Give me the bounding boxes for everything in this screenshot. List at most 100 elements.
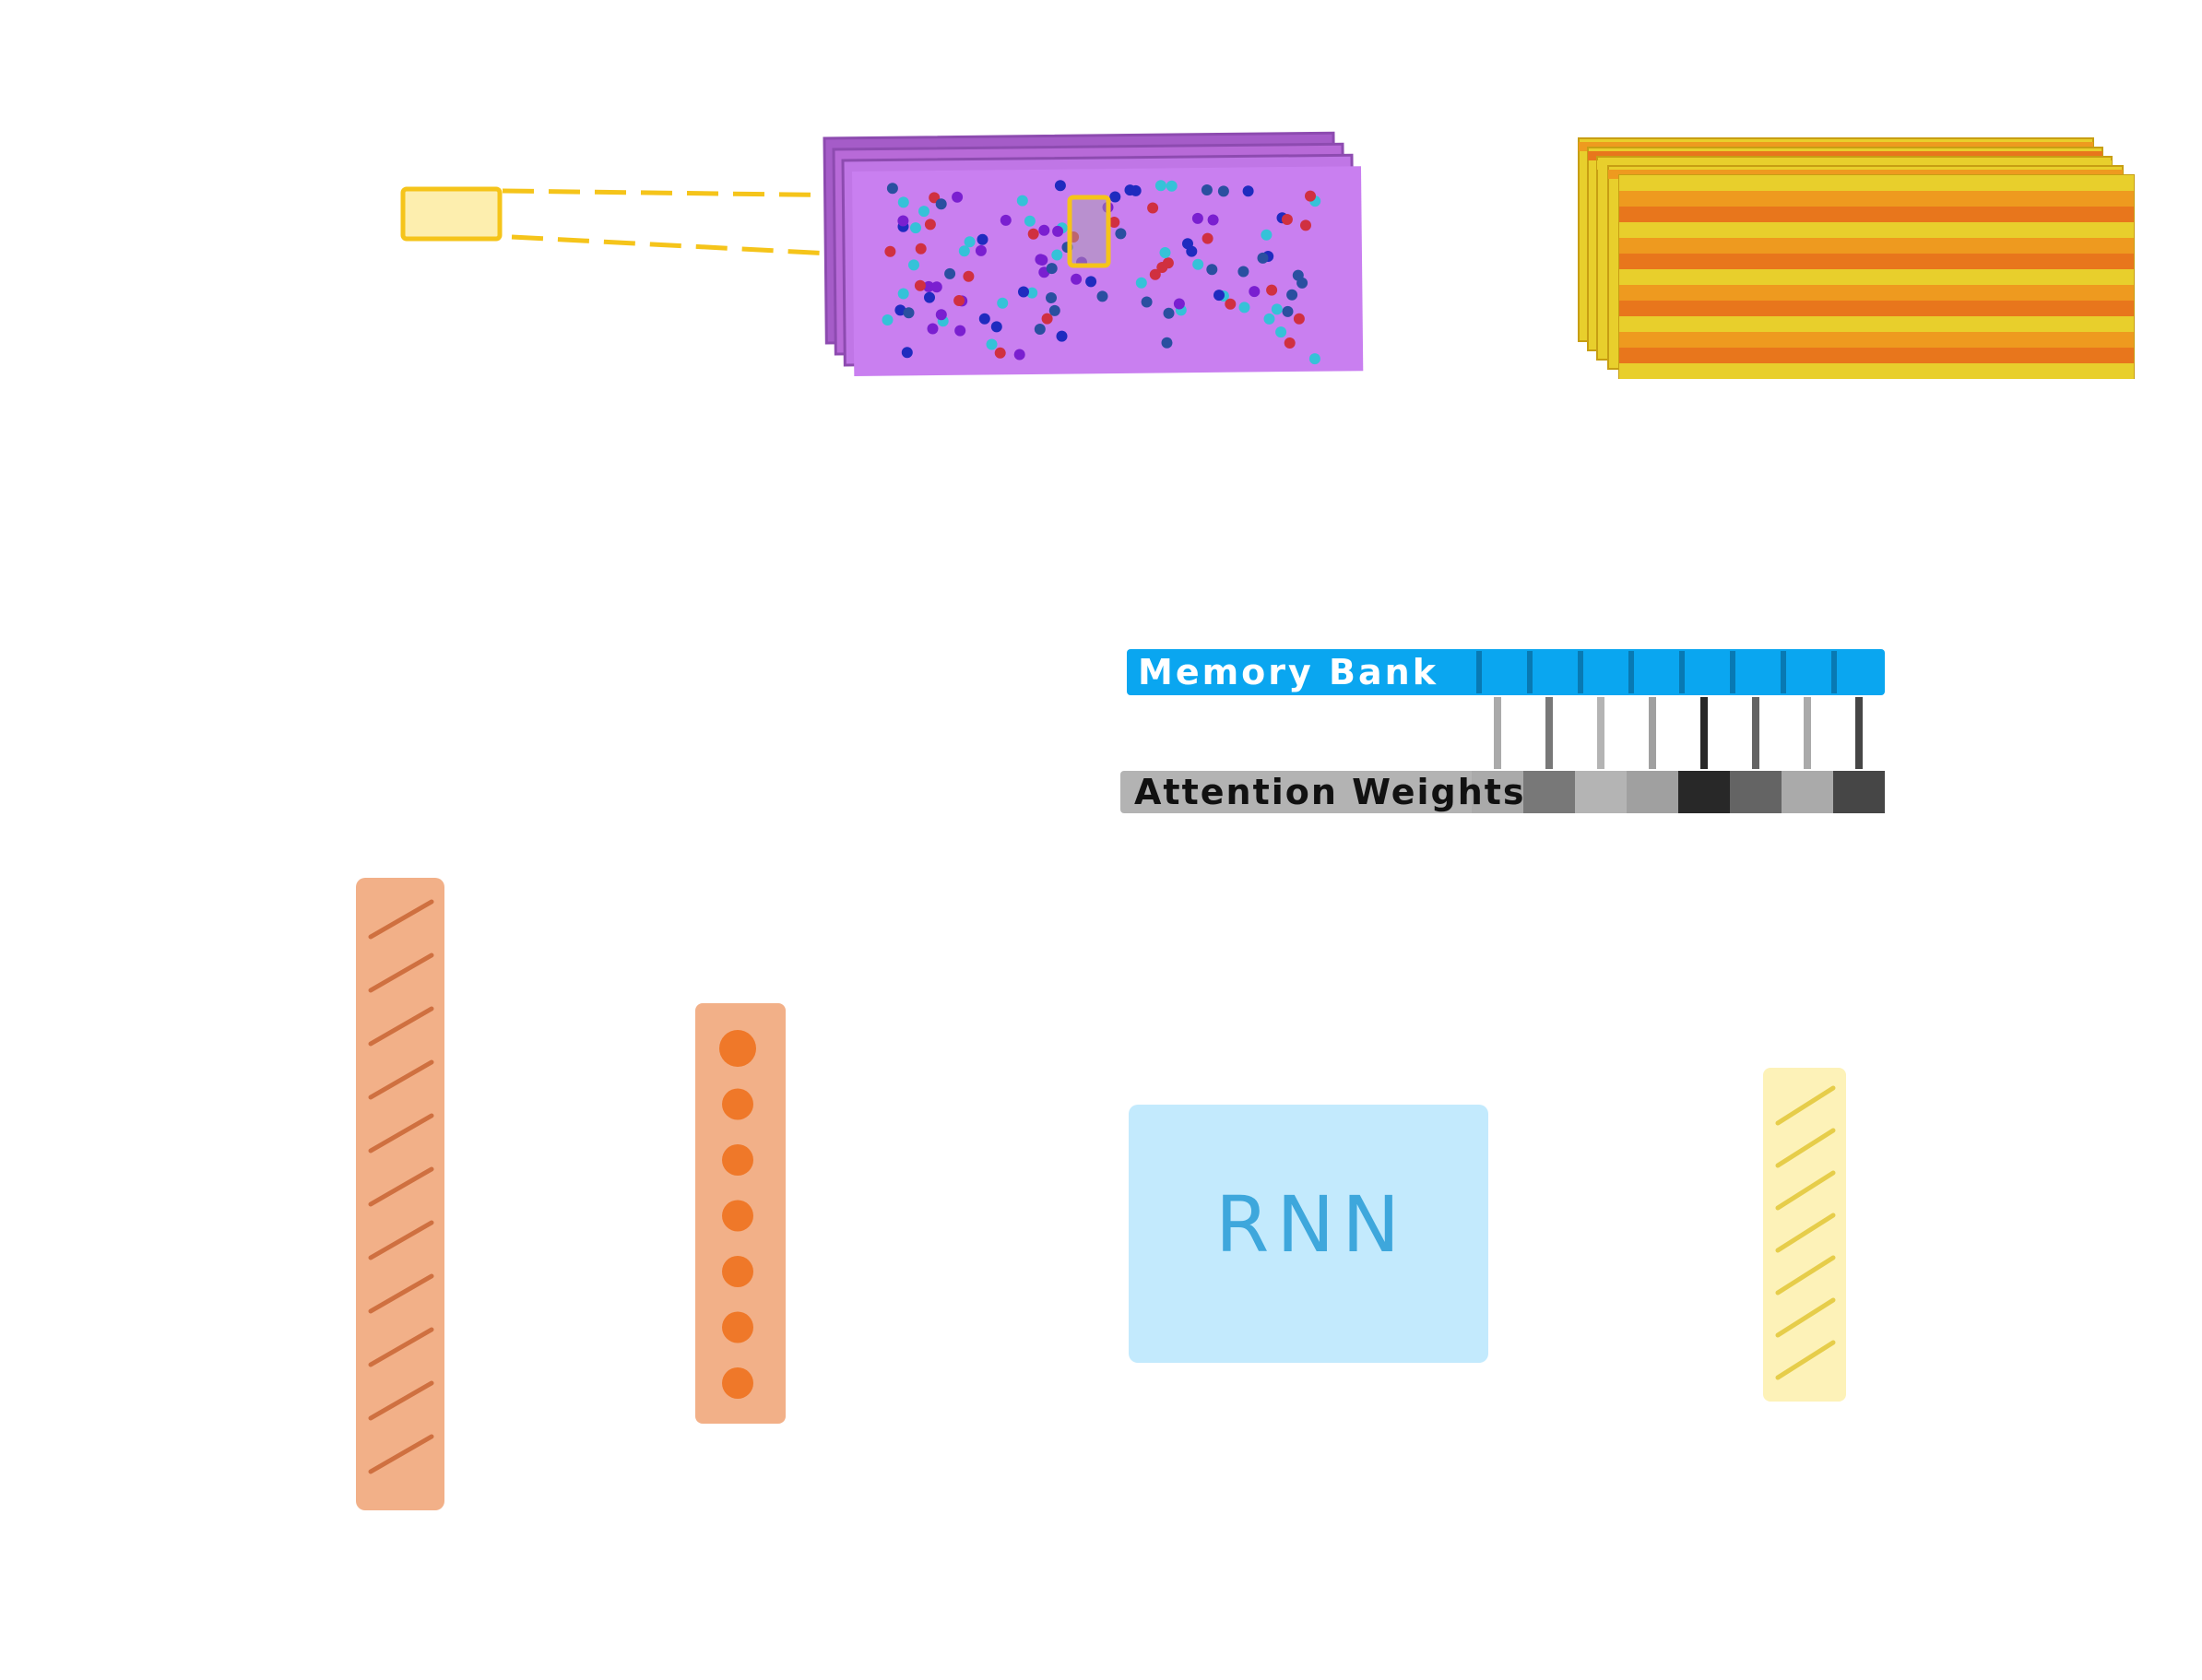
feature-dot [1308, 353, 1320, 365]
attention-weight-cell [1782, 771, 1833, 813]
attention-connectors [1494, 697, 1863, 769]
rnn-label: RNN [1215, 1179, 1407, 1270]
feature-map-stack [823, 131, 1364, 376]
feature-dot [1052, 225, 1064, 237]
feature-dot [924, 291, 935, 303]
feature-dot [1266, 284, 1278, 296]
feature-dot [1046, 263, 1058, 275]
vector-dot [722, 1256, 753, 1287]
feature-dot [963, 270, 975, 282]
feature-dot [1261, 229, 1273, 241]
feature-dot [1173, 298, 1185, 310]
feature-dot [1048, 304, 1060, 316]
feature-dot [1051, 249, 1063, 261]
feature-dot [1159, 247, 1171, 258]
memory-bank-label: Memory Bank [1138, 652, 1438, 692]
feature-dot [910, 222, 921, 234]
feature-dot [1225, 298, 1237, 310]
hatched-vector-small-hatches [1775, 1085, 1836, 1380]
feature-dot [1046, 292, 1057, 303]
feature-dot [1115, 228, 1127, 240]
feature-dot [1154, 180, 1166, 192]
feature-dot [1054, 180, 1066, 192]
feature-dot [886, 183, 898, 195]
hatched-vector-tall-hatches [368, 899, 434, 1474]
feature-dot [923, 280, 935, 292]
attention-weight-cell [1678, 771, 1730, 813]
feature-dot [1300, 219, 1311, 231]
rnn-block: RNN [1129, 1105, 1488, 1363]
feature-dot [1018, 286, 1029, 298]
feature-dot [1166, 180, 1178, 192]
striped-band [1619, 254, 2134, 269]
feature-dot [1071, 273, 1083, 285]
feature-dot [952, 191, 964, 203]
vector-dot [722, 1088, 753, 1120]
feature-map-layer [851, 166, 1364, 376]
feature-dot [915, 243, 927, 254]
striped-band [1619, 175, 2134, 191]
dotted-vector-dots [719, 1030, 756, 1399]
hatch-stroke [1775, 1340, 1836, 1380]
feature-dot [1000, 214, 1012, 226]
feature-dot [1096, 290, 1108, 302]
feature-dot [1162, 257, 1174, 269]
feature-dot [1013, 349, 1025, 361]
feature-dot [930, 281, 942, 293]
feature-dot [975, 244, 987, 256]
memory-attention-block: Memory Bank Attention Weights [1120, 649, 1885, 813]
feature-dot [1201, 184, 1213, 195]
rnn-box [1129, 1105, 1488, 1363]
striped-band [1619, 269, 2134, 285]
feature-dot [1237, 266, 1249, 278]
hatch-stroke [1775, 1297, 1836, 1338]
feature-dot [903, 307, 915, 319]
feature-dot [964, 236, 976, 248]
feature-dot [978, 313, 990, 325]
memory-bank-slots [1476, 651, 1837, 693]
feature-dot [1281, 214, 1293, 225]
feature-dot [1284, 337, 1296, 349]
feature-dot [1305, 190, 1316, 202]
feature-dot [1038, 224, 1050, 236]
feature-dot [1016, 195, 1028, 207]
feature-dot [935, 309, 947, 321]
attention-weight-cells [1472, 771, 1885, 813]
hatch-stroke [368, 1006, 434, 1047]
hatch-stroke [368, 899, 434, 940]
striped-band [1619, 285, 2134, 301]
attention-weights-label: Attention Weights [1134, 772, 1526, 812]
receptive-field-box [1067, 195, 1111, 268]
feature-dot [1147, 202, 1159, 214]
feature-dot [935, 198, 947, 210]
striped-band [1619, 316, 2134, 332]
feature-dot [908, 259, 919, 271]
feature-dot [1124, 184, 1136, 196]
feature-dot [884, 245, 896, 257]
hatch-stroke [368, 1166, 434, 1207]
vector-dot [722, 1311, 753, 1343]
hatch-stroke [1775, 1085, 1836, 1126]
attention-weight-cell [1627, 771, 1678, 813]
hatch-stroke [1775, 1170, 1836, 1211]
feature-dot [897, 288, 909, 300]
attention-weight-cell [1833, 771, 1885, 813]
hatch-stroke [368, 1380, 434, 1421]
hatch-stroke [1775, 1128, 1836, 1168]
feature-dot [897, 196, 909, 208]
feature-dot [958, 245, 970, 257]
attention-weight-cell [1730, 771, 1782, 813]
feature-dot [997, 297, 1009, 309]
feature-dot [1036, 254, 1048, 266]
dotted-vector [695, 1003, 786, 1424]
feature-dot [918, 206, 929, 218]
feature-dot [1206, 264, 1218, 276]
feature-dot [1286, 289, 1298, 301]
feature-dot [924, 219, 936, 231]
striped-map-stack [1578, 137, 2135, 379]
vector-dot [719, 1030, 756, 1067]
feature-dot [882, 314, 894, 325]
striped-band [1619, 363, 2134, 379]
feature-dot [1207, 214, 1219, 226]
